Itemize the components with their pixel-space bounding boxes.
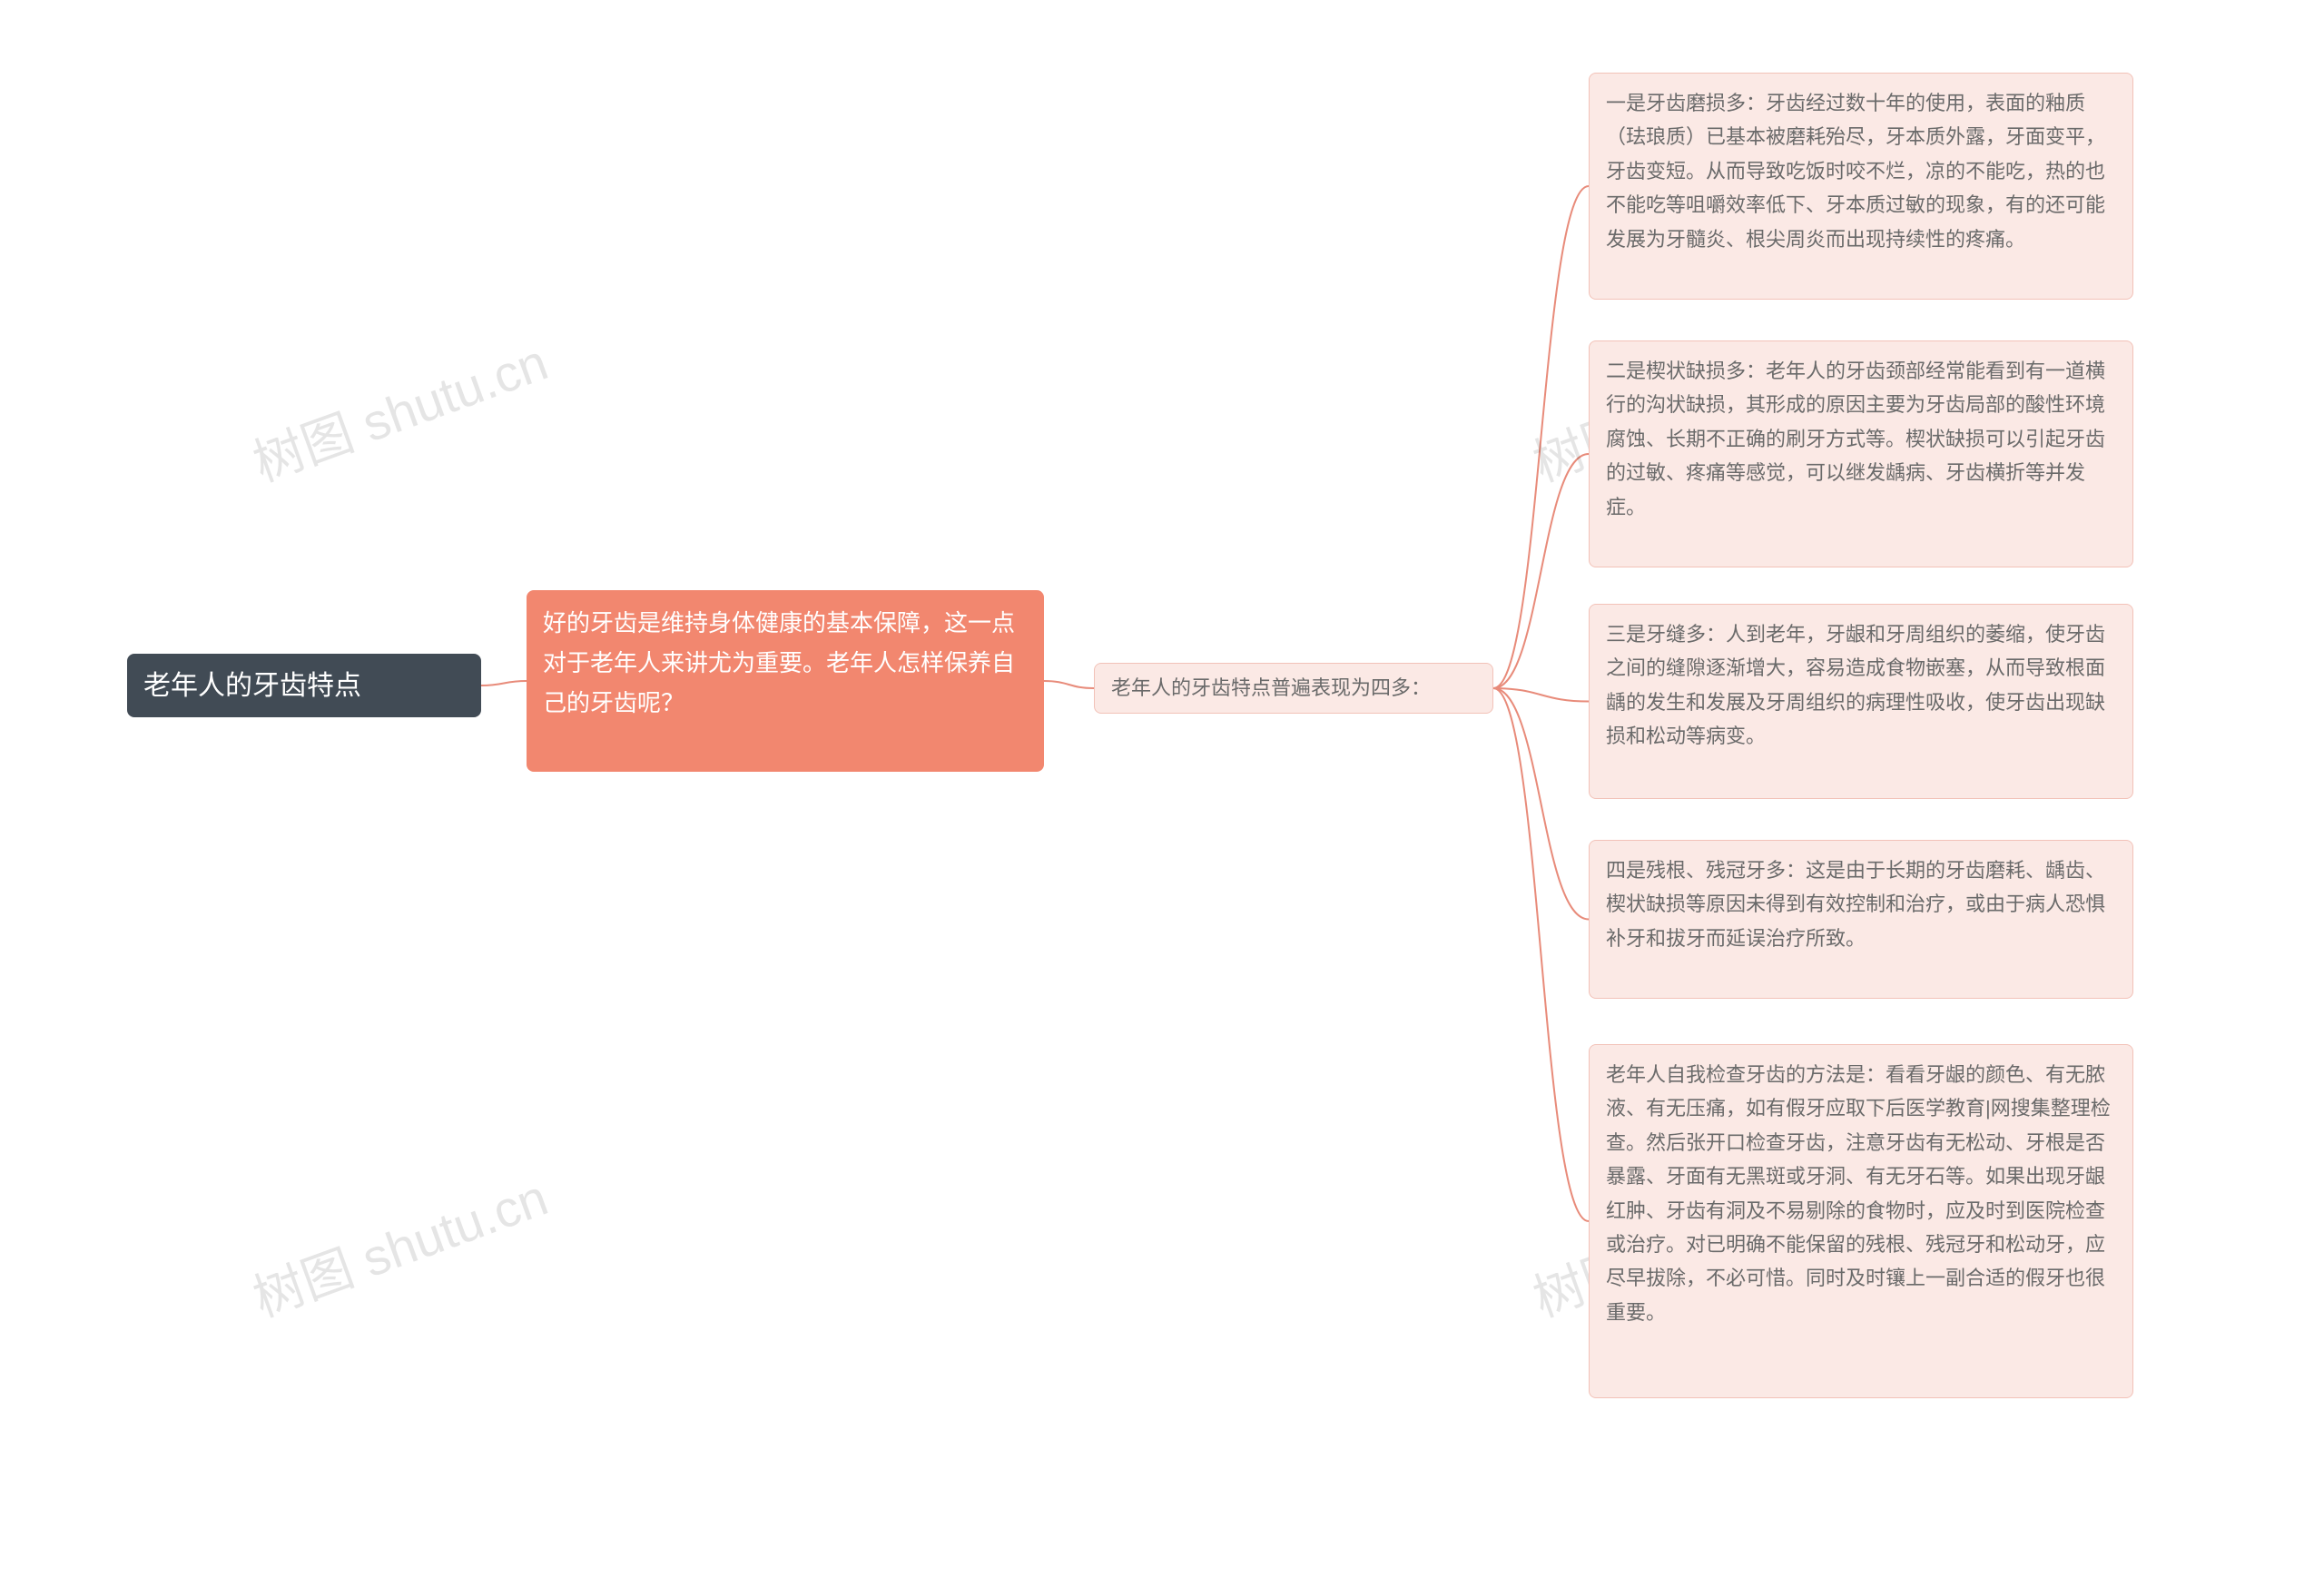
node-leaf3[interactable]: 三是牙缝多：人到老年，牙龈和牙周组织的萎缩，使牙齿之间的缝隙逐渐增大，容易造成食… [1589,604,2133,799]
edge-four-leaf5 [1493,688,1589,1221]
watermark: 树图 shutu.cn [241,1157,556,1331]
edge-four-leaf1 [1493,186,1589,688]
watermark: 树图 shutu.cn [241,321,556,496]
node-leaf4[interactable]: 四是残根、残冠牙多：这是由于长期的牙齿磨耗、龋齿、楔状缺损等原因未得到有效控制和… [1589,840,2133,999]
node-leaf5[interactable]: 老年人自我检查牙齿的方法是：看看牙龈的颜色、有无脓液、有无压痛，如有假牙应取下后… [1589,1044,2133,1398]
edge-four-leaf3 [1493,688,1589,702]
node-leaf2[interactable]: 二是楔状缺损多：老年人的牙齿颈部经常能看到有一道横行的沟状缺损，其形成的原因主要… [1589,340,2133,567]
edge-four-leaf2 [1493,454,1589,688]
mindmap-canvas: 树图 shutu.cn树图 shutu.cn树图 shutu.cn树图 shut… [0,0,2324,1588]
edge-intro-four [1044,681,1094,688]
node-leaf1[interactable]: 一是牙齿磨损多：牙齿经过数十年的使用，表面的釉质（珐琅质）已基本被磨耗殆尽，牙本… [1589,73,2133,300]
edge-root-intro [481,681,527,686]
node-four[interactable]: 老年人的牙齿特点普遍表现为四多： [1094,663,1493,714]
node-intro[interactable]: 好的牙齿是维持身体健康的基本保障，这一点对于老年人来讲尤为重要。老年人怎样保养自… [527,590,1044,772]
node-root[interactable]: 老年人的牙齿特点 [127,654,481,717]
edge-four-leaf4 [1493,688,1589,920]
